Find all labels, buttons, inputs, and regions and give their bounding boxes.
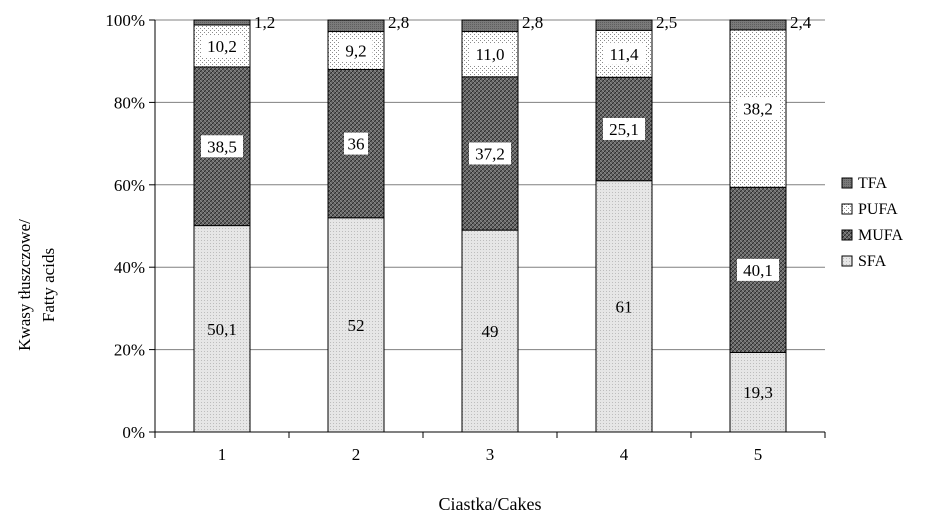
value-label-bg bbox=[339, 39, 373, 62]
y-axis-title-line2: Fatty acids bbox=[39, 248, 58, 322]
value-label-pufa-4: 11,4 bbox=[609, 45, 639, 64]
legend-label-pufa: PUFA bbox=[858, 201, 898, 218]
x-tick-label: 4 bbox=[620, 445, 629, 464]
value-label-tfa-3: 2,8 bbox=[522, 13, 543, 32]
value-label-bg bbox=[201, 34, 243, 57]
legend-swatch-mufa bbox=[841, 229, 853, 241]
bar-segment-tfa-2 bbox=[327, 19, 385, 33]
x-tick-label: 1 bbox=[218, 445, 227, 464]
value-label-sfa-1: 50,1 bbox=[207, 320, 237, 339]
axes: 0% 20% 40% 60% 80% 100% 1 2 3 4 5 bbox=[105, 11, 826, 464]
value-label-pufa-3: 11,0 bbox=[475, 45, 504, 64]
value-label-bg bbox=[469, 43, 511, 66]
x-tick-label: 2 bbox=[352, 445, 361, 464]
value-label-mufa-4: 25,1 bbox=[609, 120, 639, 139]
y-tick-label: 40% bbox=[114, 258, 145, 277]
y-axis-title-line1: Kwasy tłuszczowe/ bbox=[15, 219, 34, 351]
legend-label-tfa: TFA bbox=[858, 175, 887, 192]
legend-swatch-pufa bbox=[841, 203, 853, 215]
y-tick-label: 100% bbox=[105, 11, 145, 30]
value-label-bg bbox=[469, 142, 511, 165]
value-label-sfa-4: 61 bbox=[616, 297, 633, 316]
value-label-sfa-5: 19,3 bbox=[743, 383, 773, 402]
legend-label-mufa: MUFA bbox=[858, 227, 903, 244]
value-label-mufa-5: 40,1 bbox=[743, 261, 773, 280]
bar-segment-tfa-5 bbox=[729, 19, 787, 31]
value-label-tfa-5: 2,4 bbox=[790, 13, 812, 32]
value-label-bg bbox=[737, 97, 779, 120]
value-label-sfa-3: 49 bbox=[482, 322, 499, 341]
value-label-bg bbox=[737, 258, 779, 281]
bar-segment-tfa-3 bbox=[461, 19, 519, 33]
x-axis-title: Ciastka/Cakes bbox=[439, 494, 542, 514]
value-labels: 50,1 38,5 10,2 1,2 52 36 9,2 2,8 49 37,2 11,0 2,8 61… bbox=[201, 13, 812, 402]
value-label-mufa-3: 37,2 bbox=[475, 144, 505, 163]
value-label-pufa-5: 38,2 bbox=[743, 100, 773, 119]
value-label-bg bbox=[603, 117, 645, 140]
bar-segment-tfa-4 bbox=[595, 19, 653, 31]
value-label-tfa-1: 1,2 bbox=[254, 13, 275, 32]
legend: TFA PUFA MUFA SFA bbox=[841, 175, 903, 270]
y-tick-label: 80% bbox=[114, 93, 145, 112]
bar-segment-tfa-1 bbox=[193, 19, 251, 26]
y-tick-label: 0% bbox=[122, 423, 145, 442]
value-label-sfa-2: 52 bbox=[348, 316, 365, 335]
bar-segment-sfa-5 bbox=[729, 351, 787, 433]
value-label-pufa-1: 10,2 bbox=[207, 37, 237, 56]
legend-swatch-sfa bbox=[841, 255, 853, 267]
value-label-pufa-2: 9,2 bbox=[345, 41, 366, 60]
value-label-mufa-2: 36 bbox=[348, 135, 365, 154]
value-label-bg bbox=[201, 135, 243, 158]
value-label-bg bbox=[603, 42, 645, 65]
legend-swatch-tfa bbox=[841, 177, 853, 189]
value-label-tfa-4: 2,5 bbox=[656, 13, 677, 32]
legend-label-sfa: SFA bbox=[858, 253, 887, 270]
bar-segment-sfa-4 bbox=[595, 180, 653, 433]
x-tick-label: 3 bbox=[486, 445, 495, 464]
x-tick-label: 5 bbox=[754, 445, 763, 464]
y-tick-label: 60% bbox=[114, 176, 145, 195]
value-label-mufa-1: 38,5 bbox=[207, 137, 237, 156]
bars bbox=[193, 19, 787, 433]
bar-segment-sfa-1 bbox=[193, 225, 251, 433]
y-tick-label: 20% bbox=[114, 341, 145, 360]
bar-segment-sfa-3 bbox=[461, 229, 519, 433]
value-label-bg bbox=[344, 132, 368, 155]
value-label-tfa-2: 2,8 bbox=[388, 13, 409, 32]
